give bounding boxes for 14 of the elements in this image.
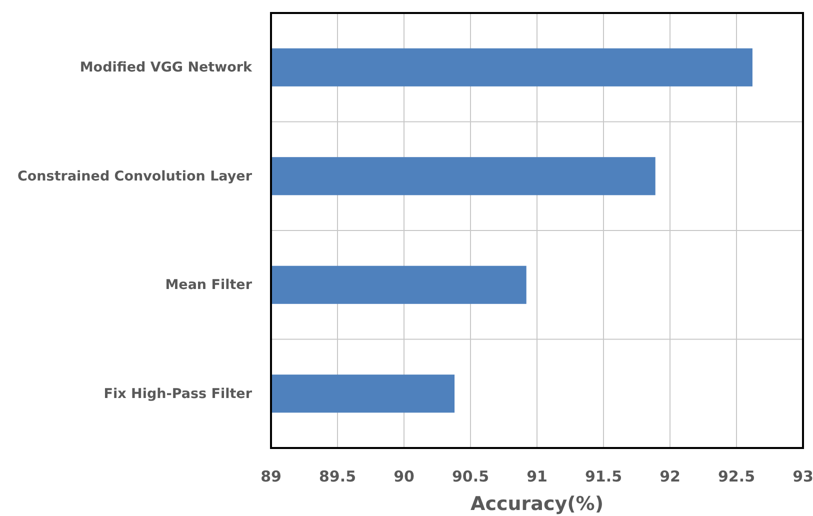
- x-tick-label: 91.5: [584, 468, 622, 486]
- x-tick-label: 89: [260, 468, 282, 486]
- y-tick-label: Fix High-Pass Filter: [104, 386, 252, 402]
- x-tick-label: 90.5: [452, 468, 490, 486]
- x-tick-label: 89.5: [318, 468, 356, 486]
- x-tick-label: 93: [792, 468, 813, 486]
- x-tick-label: 90: [394, 468, 414, 486]
- y-tick-label: Constrained Convolution Layer: [18, 168, 252, 184]
- x-tick-label: 91: [526, 468, 548, 486]
- x-tick-label: 92.5: [718, 468, 756, 486]
- x-axis-title: Accuracy(%): [470, 493, 604, 515]
- y-tick-label: Modified VGG Network: [80, 60, 254, 76]
- x-tick-label: 92: [660, 468, 680, 486]
- y-tick-label: Mean Filter: [165, 277, 252, 294]
